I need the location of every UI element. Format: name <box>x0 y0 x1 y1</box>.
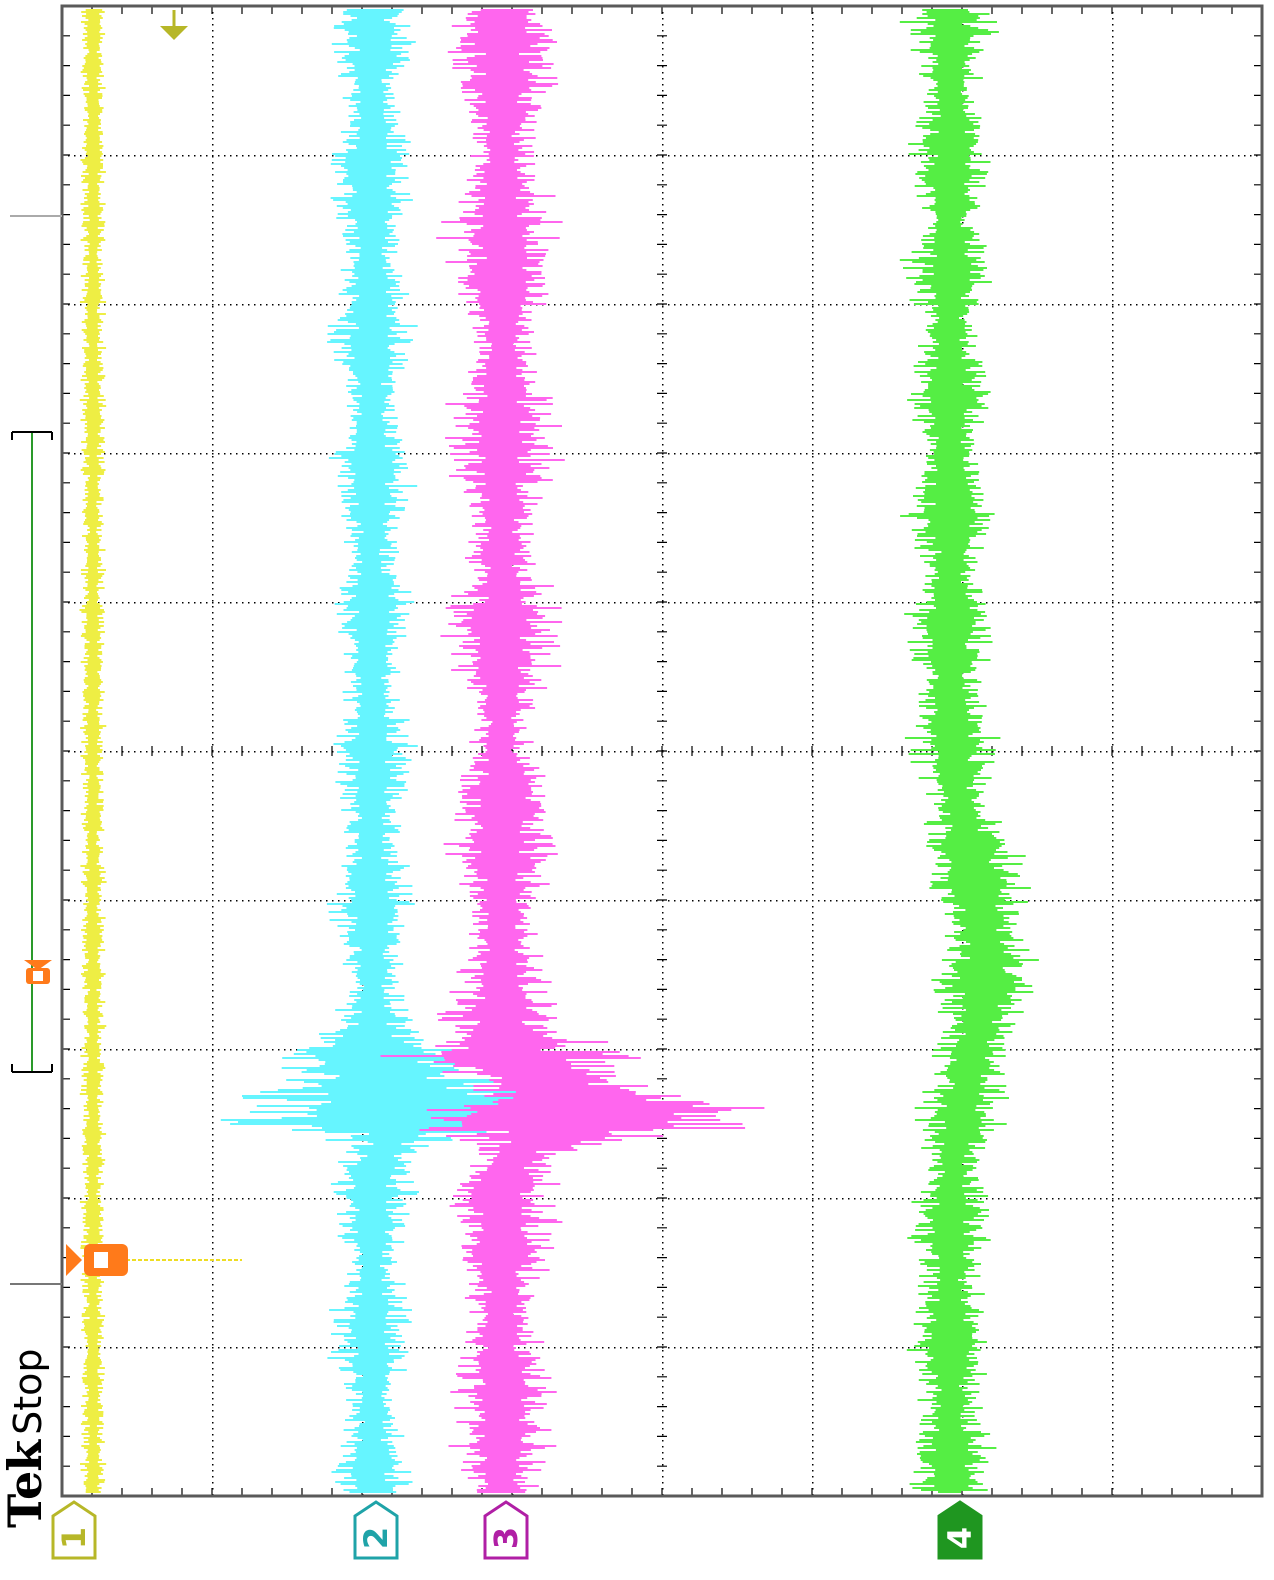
waveform-layer <box>79 9 1039 1493</box>
channel-3-trace <box>380 9 765 1493</box>
channel-1-marker[interactable]: 1 <box>51 1500 97 1560</box>
trigger-level-icon[interactable] <box>160 10 188 40</box>
channel-2-marker[interactable]: 2 <box>353 1500 399 1560</box>
channel-1-trace <box>79 9 107 1493</box>
record-view-bar <box>10 215 62 1285</box>
screen-frame <box>60 4 1264 1498</box>
graticule-dots <box>68 12 1258 1496</box>
brand-status: Tek Stop <box>0 1349 58 1528</box>
channel-3-marker[interactable]: 3 <box>483 1500 529 1560</box>
brand-logo: Tek <box>0 1440 52 1528</box>
trigger-position-icon[interactable] <box>24 960 52 984</box>
channel-2-label: 2 <box>357 1527 395 1549</box>
channel-3-label: 3 <box>487 1527 525 1549</box>
channel-4-label: 4 <box>941 1527 979 1549</box>
cursor-icon[interactable] <box>66 1244 242 1276</box>
channel-4-trace <box>899 9 1039 1493</box>
channel-4-marker[interactable]: 4 <box>937 1500 983 1560</box>
channel-markers: 1 2 3 4 <box>51 1500 983 1560</box>
channel-2-trace <box>220 9 569 1493</box>
channel-1-label: 1 <box>55 1527 93 1549</box>
acquisition-state: Stop <box>6 1348 50 1435</box>
